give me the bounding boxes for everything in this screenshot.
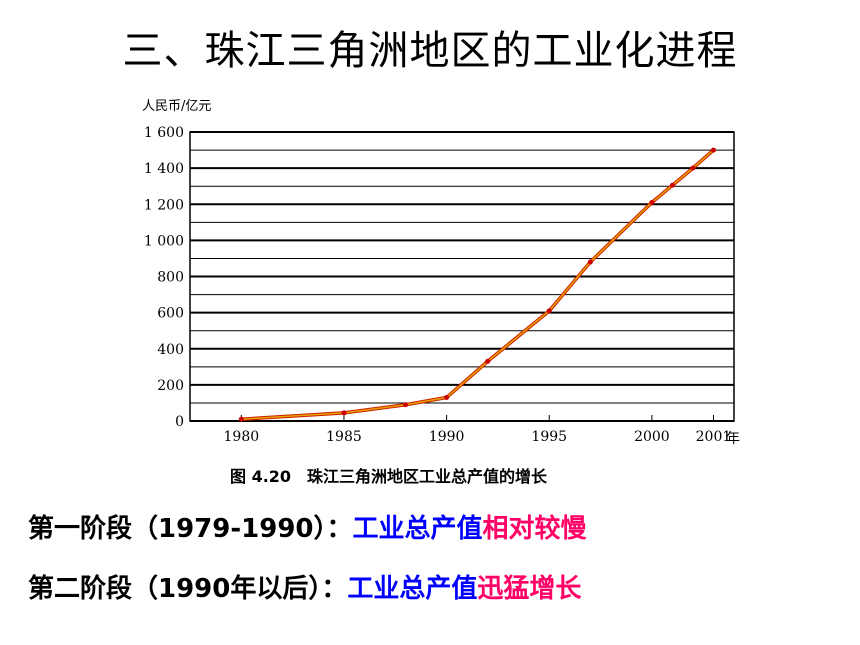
stage-two: 第二阶段（1990年以后）：工业总产值迅猛增长	[28, 568, 581, 605]
chart-svg: 人民币/亿元 0 200 400 600 800 1 000 1 200 1 400 1 600…	[142, 99, 740, 486]
stage-two-label: 第二阶段（1990年以后）：	[28, 574, 348, 604]
x-tick-label: 1995	[531, 429, 567, 445]
y-tick-label: 1 000	[144, 233, 184, 249]
data-point	[341, 410, 347, 416]
x-tick-label: 1980	[224, 429, 260, 445]
stage-one-trend: 相对较慢	[482, 514, 587, 544]
y-axis-label: 人民币/亿元	[142, 99, 211, 114]
stage-two-trend: 迅猛增长	[477, 574, 582, 604]
y-tick-label: 200	[157, 378, 184, 394]
line-chart: 人民币/亿元 0 200 400 600 800 1 000 1 200 1 400 1 600…	[130, 88, 770, 488]
data-point	[444, 395, 450, 401]
data-point	[403, 402, 409, 408]
x-axis-unit: 年	[726, 431, 740, 447]
x-tick-label: 1990	[429, 429, 465, 445]
x-tick-labels: 1980 1985 1990 1995 2000 2001	[224, 415, 732, 445]
stage-one-subject: 工业总产值	[352, 514, 483, 544]
x-tick-label: 2001	[696, 429, 732, 445]
slide-title: 三、珠江三角洲地区的工业化进程	[122, 28, 738, 74]
series-line-shadow	[241, 148, 715, 421]
y-tick-labels: 0 200 400 600 800 1 000 1 200 1 400 1 600	[144, 125, 184, 430]
stage-one: 第一阶段（1979-1990）：工业总产值相对较慢	[28, 508, 587, 545]
data-point	[669, 182, 675, 188]
x-tick-label: 1985	[326, 429, 362, 445]
series-group	[238, 147, 716, 422]
stage-one-label: 第一阶段（1979-1990）：	[28, 514, 353, 544]
chart-caption: 图 4.20 珠江三角洲地区工业总产值的增长	[230, 467, 548, 486]
data-point	[238, 416, 244, 422]
data-point	[710, 147, 716, 153]
stage-two-subject: 工业总产值	[347, 574, 478, 604]
y-tick-label: 1 200	[144, 197, 184, 213]
data-point	[587, 259, 593, 265]
x-tick-label: 2000	[634, 429, 670, 445]
y-tick-label: 1 400	[144, 161, 184, 177]
grid-lines	[189, 131, 735, 422]
data-point	[690, 165, 696, 171]
y-tick-label: 400	[157, 342, 184, 358]
data-point	[546, 308, 552, 314]
y-tick-label: 0	[175, 414, 184, 430]
series-line	[241, 149, 714, 420]
data-point	[649, 199, 655, 205]
y-tick-label: 1 600	[144, 125, 184, 141]
y-tick-label: 800	[157, 270, 184, 286]
data-point	[485, 358, 491, 364]
y-tick-label: 600	[157, 306, 184, 322]
